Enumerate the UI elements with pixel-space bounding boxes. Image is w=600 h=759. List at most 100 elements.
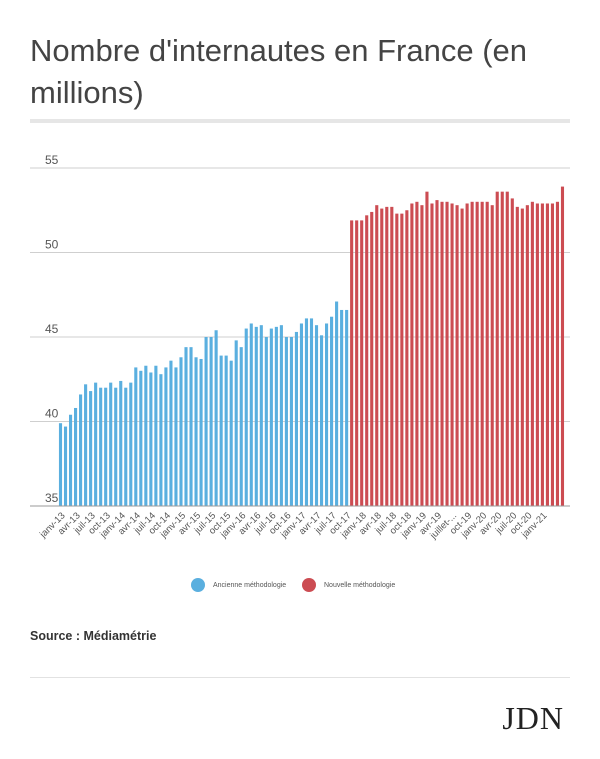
bar-nouvelle [360, 220, 364, 506]
bar-nouvelle [425, 191, 429, 506]
bar-ancienne [199, 358, 203, 506]
bar-nouvelle [525, 205, 529, 506]
bar-ancienne [144, 365, 148, 506]
bar-ancienne [309, 318, 314, 506]
bar-ancienne [239, 347, 243, 506]
bar-ancienne [254, 326, 258, 506]
bar-ancienne [244, 328, 248, 506]
bar-nouvelle [495, 191, 499, 506]
bar-nouvelle [440, 201, 444, 507]
bar-nouvelle [530, 201, 534, 507]
bar-chart: 3540455055janv-13avr-13juil-13oct-13janv… [30, 153, 570, 542]
bar-ancienne [234, 340, 238, 506]
bar-ancienne [189, 347, 193, 506]
legend-item-nouvelle[interactable]: Nouvelle méthodologie [302, 578, 395, 592]
bar-nouvelle [555, 201, 560, 507]
bar-ancienne [89, 391, 93, 506]
bar-ancienne [345, 309, 349, 506]
bar-ancienne [169, 360, 173, 506]
bar-nouvelle [450, 203, 454, 506]
bar-ancienne [219, 355, 223, 506]
bar-nouvelle [490, 205, 494, 506]
bar-nouvelle [480, 201, 484, 507]
bar-ancienne [319, 335, 324, 506]
bar-ancienne [159, 374, 163, 506]
bar-ancienne [214, 330, 218, 506]
bar-ancienne [274, 326, 278, 506]
bar-ancienne [314, 325, 319, 506]
bar-nouvelle [460, 208, 464, 506]
y-tick-label: 40 [45, 407, 59, 421]
y-tick-label: 35 [45, 491, 59, 505]
bar-nouvelle [435, 200, 439, 507]
legend-item-ancienne[interactable]: Ancienne méthodologie [191, 578, 286, 592]
bar-nouvelle [510, 198, 514, 507]
bar-nouvelle [540, 203, 544, 506]
bar-ancienne [299, 323, 304, 506]
bar-nouvelle [550, 203, 554, 506]
bar-nouvelle [520, 208, 524, 506]
bar-ancienne [289, 337, 293, 506]
bar-ancienne [269, 328, 273, 506]
bar-ancienne [179, 357, 183, 506]
bar-ancienne [109, 382, 113, 506]
bar-nouvelle [365, 215, 369, 506]
bar-ancienne [174, 367, 178, 506]
bar-ancienne [249, 323, 253, 506]
footer-divider [30, 677, 570, 678]
bar-nouvelle [355, 220, 359, 506]
bar-ancienne [119, 380, 123, 506]
bar-ancienne [209, 337, 213, 506]
bar-ancienne [74, 407, 78, 506]
bar-ancienne [129, 382, 133, 506]
legend-label-ancienne: Ancienne méthodologie [213, 581, 287, 589]
legend-label-nouvelle: Nouvelle méthodologie [324, 581, 396, 589]
bar-nouvelle [400, 213, 404, 506]
source-note: Source : Médiamétrie [30, 629, 157, 643]
legend-swatch-nouvelle [302, 578, 316, 592]
bar-ancienne [279, 325, 283, 506]
bar-nouvelle [350, 220, 354, 506]
bar-ancienne [304, 318, 309, 506]
bar-nouvelle [545, 203, 549, 506]
bar-ancienne [149, 372, 153, 506]
bar-ancienne [264, 337, 268, 506]
bar-ancienne [325, 323, 329, 506]
bar-ancienne [284, 337, 288, 506]
bar-ancienne [134, 367, 138, 506]
bar-nouvelle [390, 206, 394, 506]
bar-ancienne [194, 357, 198, 506]
y-tick-label: 55 [45, 153, 59, 167]
bar-ancienne [79, 394, 83, 506]
bar-ancienne [335, 301, 339, 506]
bar-nouvelle [405, 210, 409, 506]
bar-ancienne [224, 355, 228, 506]
bar-nouvelle [560, 186, 565, 506]
page-title: Nombre d'internautes en France (en milli… [30, 33, 528, 110]
bar-ancienne [104, 387, 108, 506]
bar-ancienne [204, 337, 208, 506]
bar-nouvelle [430, 203, 434, 506]
bar-ancienne [340, 309, 344, 506]
bar-ancienne [114, 387, 118, 506]
legend-swatch-ancienne [191, 578, 205, 592]
bar-nouvelle [500, 191, 504, 506]
bar-nouvelle [475, 201, 479, 507]
bar-ancienne [68, 414, 73, 506]
bar-ancienne [154, 365, 158, 506]
bar-ancienne [139, 370, 143, 506]
bar-ancienne [229, 360, 233, 506]
bar-ancienne [99, 387, 103, 506]
bar-ancienne [63, 426, 68, 506]
bar-nouvelle [455, 205, 459, 506]
title-divider [30, 119, 570, 123]
bar-nouvelle [535, 203, 539, 506]
chart-legend: Ancienne méthodologie Nouvelle méthodolo… [0, 578, 600, 596]
bar-nouvelle [445, 201, 449, 507]
bar-ancienne [84, 384, 88, 506]
jdn-logo: JDN [502, 700, 564, 736]
bar-nouvelle [505, 191, 509, 506]
bar-ancienne [259, 325, 263, 506]
bar-nouvelle [370, 211, 374, 506]
bar-ancienne [330, 316, 334, 506]
